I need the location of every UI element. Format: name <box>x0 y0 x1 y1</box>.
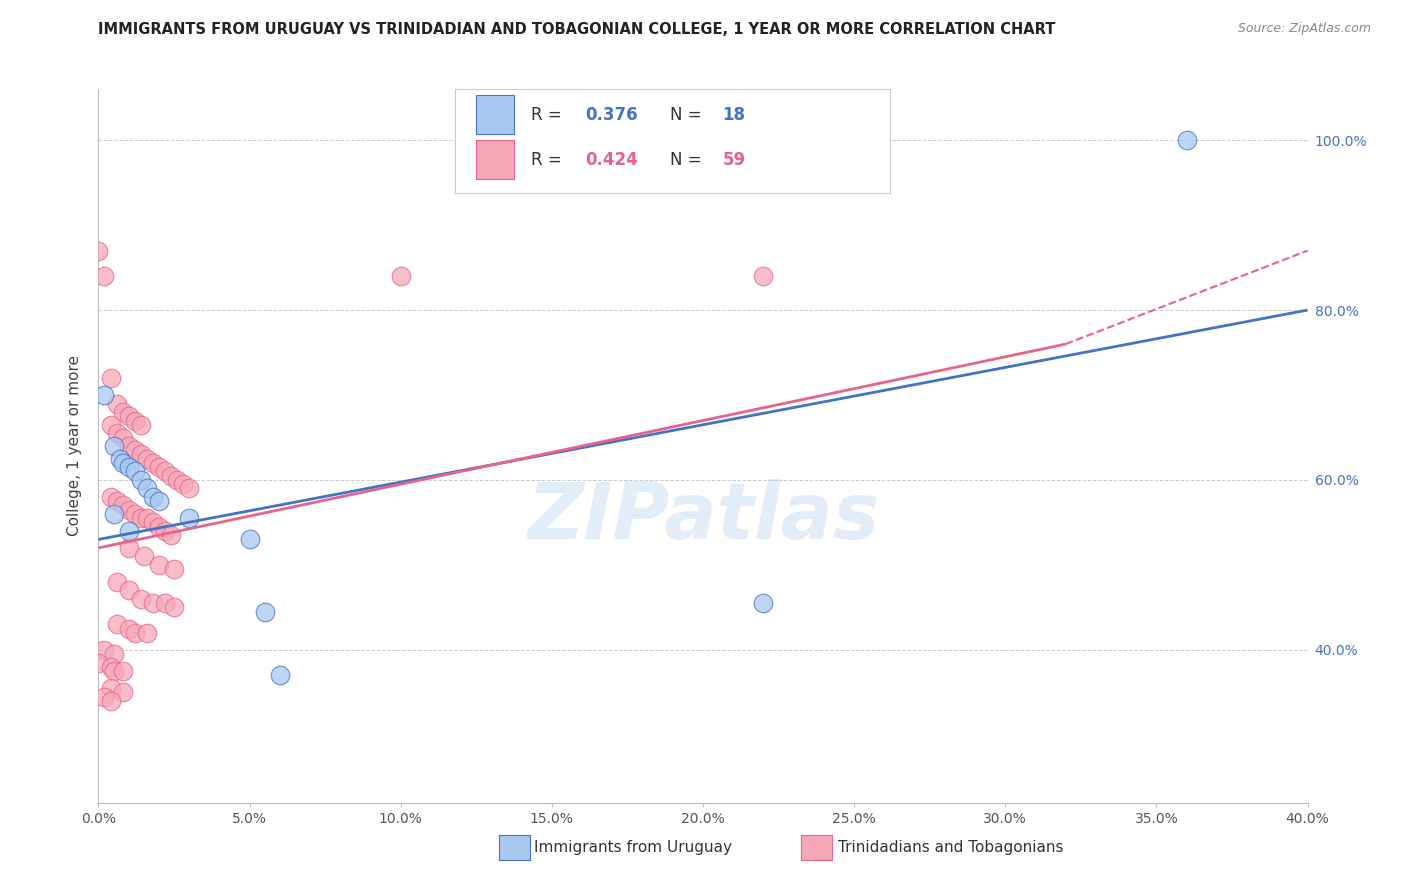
Point <box>105 494 128 508</box>
Point <box>93 690 115 704</box>
Point <box>148 558 170 572</box>
Point <box>148 519 170 533</box>
Point <box>118 622 141 636</box>
Point <box>142 456 165 470</box>
Point <box>142 490 165 504</box>
Point <box>111 456 134 470</box>
Point <box>103 664 125 678</box>
Point <box>148 460 170 475</box>
Point <box>752 269 775 284</box>
Point <box>135 626 157 640</box>
Text: 59: 59 <box>723 151 745 169</box>
Point <box>118 583 141 598</box>
Point <box>111 405 134 419</box>
Point <box>103 439 125 453</box>
Point <box>160 528 183 542</box>
Point <box>118 524 141 538</box>
Point <box>93 643 115 657</box>
Point <box>118 409 141 424</box>
Point <box>124 443 146 458</box>
Point <box>160 468 183 483</box>
Point <box>129 417 152 432</box>
Point <box>135 451 157 466</box>
Text: Source: ZipAtlas.com: Source: ZipAtlas.com <box>1237 22 1371 36</box>
Text: Immigrants from Uruguay: Immigrants from Uruguay <box>534 840 733 855</box>
Point <box>105 426 128 441</box>
Point <box>124 507 146 521</box>
Bar <box>475 95 515 134</box>
Text: R =: R = <box>531 105 567 124</box>
Point <box>124 626 146 640</box>
Point <box>111 499 134 513</box>
Point <box>148 494 170 508</box>
Point <box>100 681 122 695</box>
Point <box>269 668 291 682</box>
Point <box>118 460 141 475</box>
Point <box>166 473 188 487</box>
Point <box>105 396 128 410</box>
Point <box>389 269 412 284</box>
Point <box>124 413 146 427</box>
Point <box>111 430 134 444</box>
Text: N =: N = <box>671 105 707 124</box>
Point <box>100 660 122 674</box>
Y-axis label: College, 1 year or more: College, 1 year or more <box>67 356 83 536</box>
Bar <box>475 140 515 179</box>
Point <box>129 591 152 606</box>
Point <box>93 269 115 284</box>
Point <box>752 596 775 610</box>
Text: ZIPatlas: ZIPatlas <box>527 479 879 556</box>
Point <box>87 244 110 258</box>
Point <box>153 465 176 479</box>
Point <box>100 490 122 504</box>
Point <box>1175 133 1198 147</box>
Point <box>103 507 125 521</box>
FancyBboxPatch shape <box>456 89 890 193</box>
Point <box>163 562 186 576</box>
Point <box>163 600 186 615</box>
Point <box>87 656 110 670</box>
Point <box>118 502 141 516</box>
Point <box>100 694 122 708</box>
Point <box>253 605 276 619</box>
Point <box>124 465 146 479</box>
Point <box>179 482 201 496</box>
Point <box>118 541 141 555</box>
Point <box>142 596 165 610</box>
Point <box>93 388 115 402</box>
Point <box>111 664 134 678</box>
Point <box>129 448 152 462</box>
Point <box>153 596 176 610</box>
Point <box>129 473 152 487</box>
Text: 0.376: 0.376 <box>586 105 638 124</box>
Point <box>118 439 141 453</box>
Text: 0.424: 0.424 <box>586 151 638 169</box>
Point <box>111 685 134 699</box>
Point <box>103 647 125 661</box>
Point <box>108 451 131 466</box>
Point <box>132 549 155 564</box>
Point <box>239 533 262 547</box>
Point <box>100 371 122 385</box>
Point <box>135 511 157 525</box>
Text: IMMIGRANTS FROM URUGUAY VS TRINIDADIAN AND TOBAGONIAN COLLEGE, 1 YEAR OR MORE CO: IMMIGRANTS FROM URUGUAY VS TRINIDADIAN A… <box>98 22 1056 37</box>
Point <box>135 482 157 496</box>
Text: N =: N = <box>671 151 707 169</box>
Point <box>129 511 152 525</box>
Point <box>142 516 165 530</box>
Text: R =: R = <box>531 151 567 169</box>
Point <box>172 477 194 491</box>
Point <box>105 617 128 632</box>
Point <box>100 417 122 432</box>
Point <box>153 524 176 538</box>
Text: 18: 18 <box>723 105 745 124</box>
Point <box>179 511 201 525</box>
Point <box>105 574 128 589</box>
Text: Trinidadians and Tobagonians: Trinidadians and Tobagonians <box>838 840 1063 855</box>
